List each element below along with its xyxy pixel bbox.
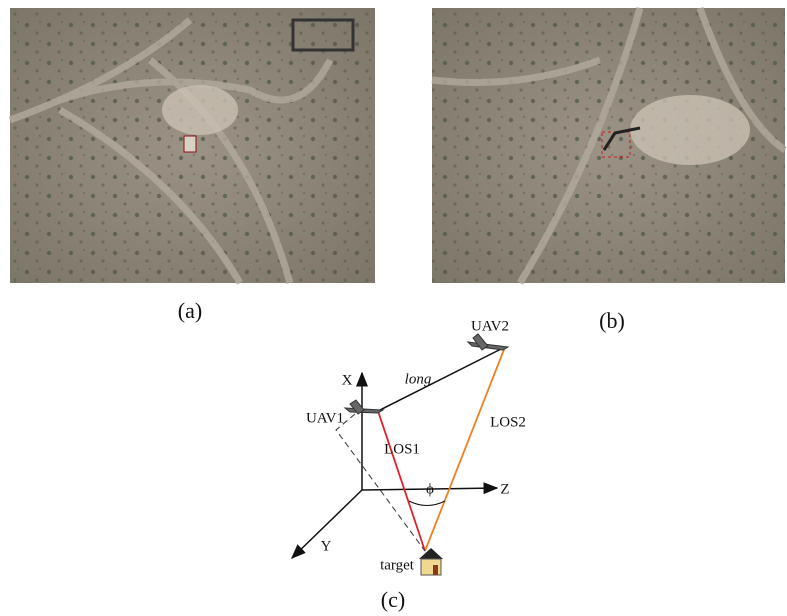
y-axis-label: Y <box>321 538 332 554</box>
los2-label: LOS2 <box>490 414 526 430</box>
z-axis-label: Z <box>500 481 509 497</box>
caption-c: (c) <box>381 587 405 612</box>
x-axis-label: X <box>342 372 353 388</box>
los1-label: LOS1 <box>384 441 420 457</box>
uav2-label: UAV2 <box>471 318 509 334</box>
target-label: target <box>380 557 415 573</box>
figure: (a) (b) UAV2 long X UAV1 LOS1 LOS2 Z Y ϕ… <box>0 0 787 616</box>
aerial-image-a <box>10 8 375 283</box>
uav1-icon <box>345 400 383 414</box>
los1-line <box>378 411 425 551</box>
caption-a: (a) <box>178 298 202 323</box>
baseline-label: long <box>405 371 432 387</box>
caption-b: (b) <box>599 308 625 333</box>
uav1-label: UAV1 <box>306 410 344 426</box>
target-house <box>419 548 443 575</box>
angle-arc <box>409 501 445 506</box>
projection-line <box>336 414 425 551</box>
los2-line <box>425 347 505 551</box>
angle-label: ϕ <box>426 481 434 497</box>
aerial-image-b <box>432 8 785 283</box>
uav2-icon <box>468 334 508 350</box>
baseline <box>380 347 505 410</box>
